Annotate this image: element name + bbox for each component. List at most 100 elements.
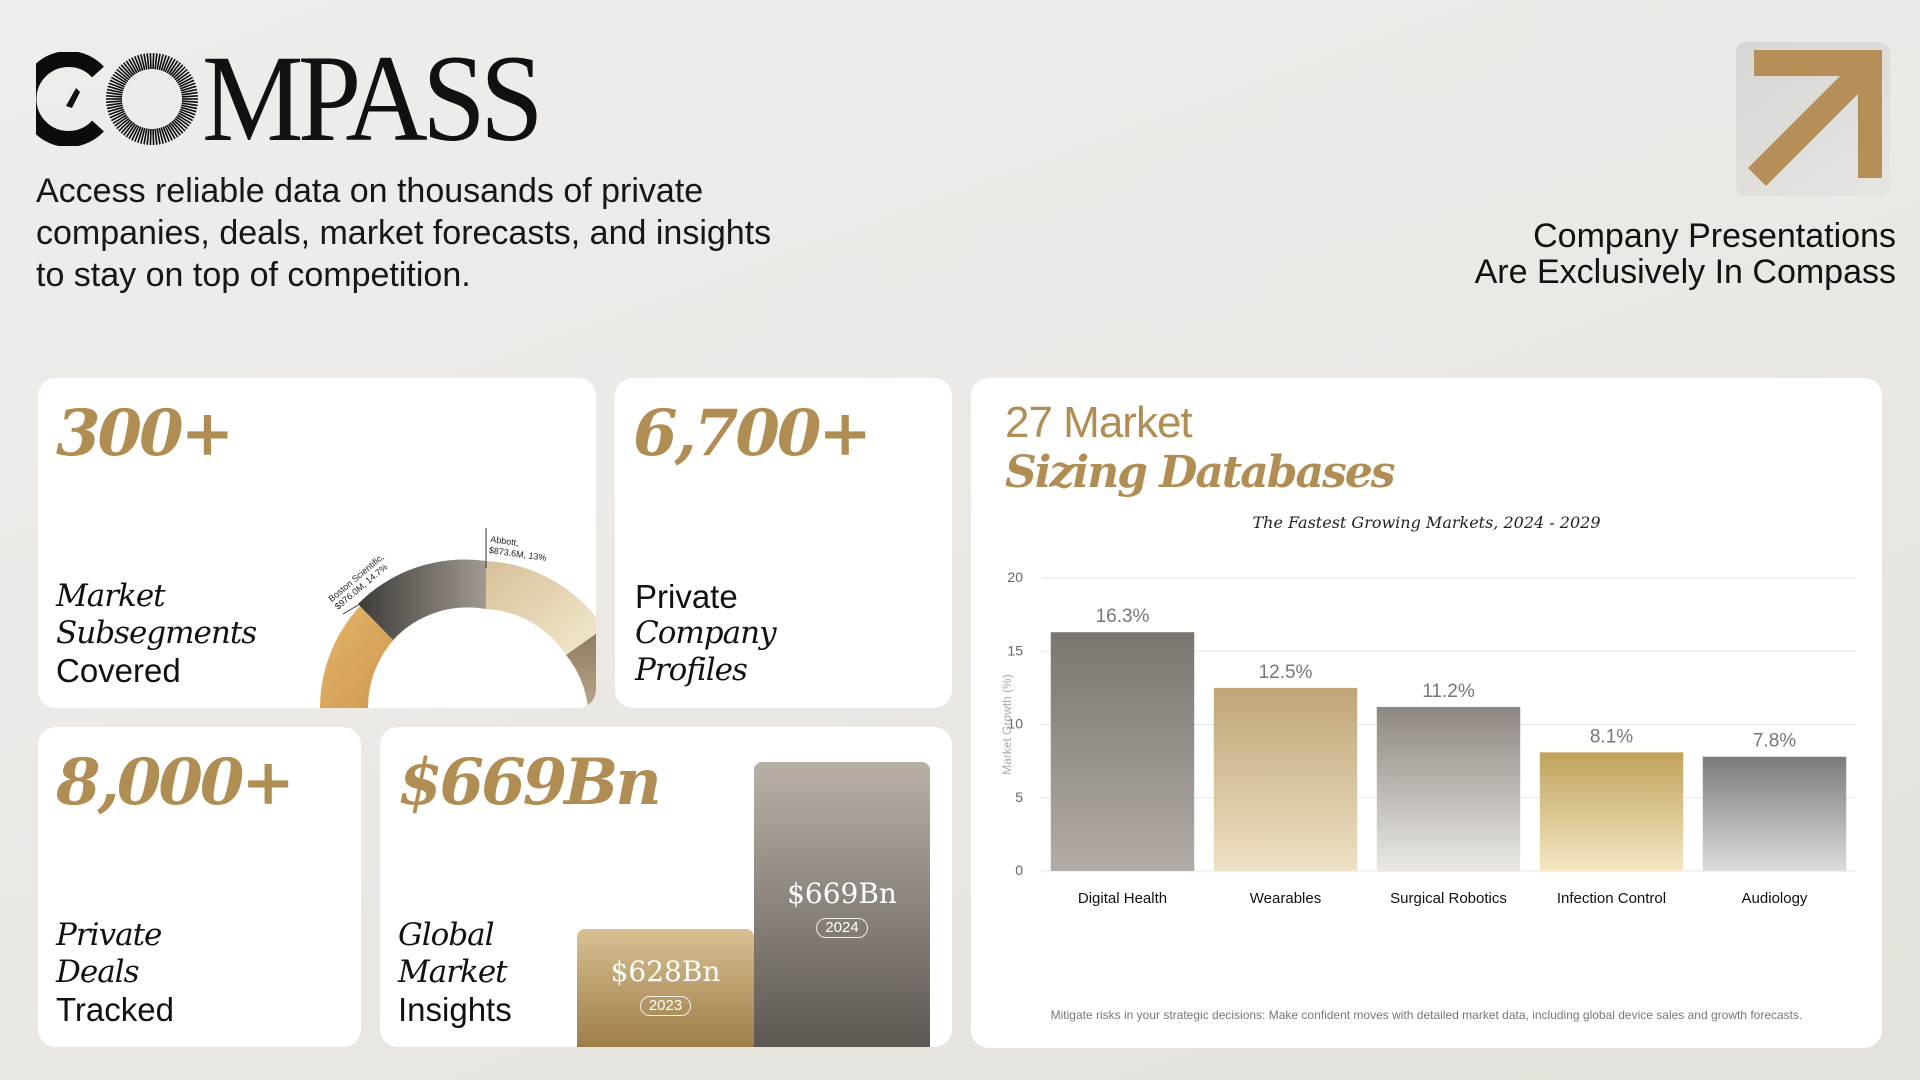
dial-tick: [181, 94, 198, 98]
bar-value-label: 16.3%: [1096, 606, 1150, 627]
dial-tick: [108, 108, 125, 116]
y-tick-label: 10: [1007, 716, 1023, 732]
bar-value-label: 8.1%: [1590, 726, 1633, 747]
bar-1: [1213, 687, 1358, 871]
profiles-label: Private Company Profiles: [635, 578, 777, 689]
dial-tick: [158, 54, 164, 71]
dial-tick: [143, 53, 148, 70]
y-tick-label: 5: [1015, 789, 1023, 805]
insights-bar-2024-value: $669Bn: [787, 877, 897, 910]
deals-label-line1: Private: [56, 917, 162, 953]
dial-tick: [152, 128, 155, 145]
dial-tick: [179, 82, 196, 90]
dial-tick: [120, 64, 133, 78]
insights-label-line3: Insights: [398, 991, 512, 1028]
bar-0: [1050, 632, 1195, 871]
insights-label-line2: Market: [398, 954, 508, 990]
dial-tick: [112, 114, 127, 125]
bar-value-label: 11.2%: [1422, 681, 1475, 702]
dial-tick: [112, 73, 127, 84]
y-tick-label: 15: [1007, 642, 1023, 658]
y-tick-label: 20: [1007, 569, 1023, 585]
insights-bar-2023: $628Bn 2023: [577, 929, 754, 1047]
dial-tick: [116, 117, 130, 130]
dial-tick: [118, 66, 131, 79]
dial-tick: [134, 56, 142, 72]
dial-tick: [123, 122, 135, 136]
dial-tick: [181, 100, 198, 104]
profiles-card: 6,700+ Private Company Profiles: [615, 378, 952, 708]
dial-tick: [131, 125, 140, 141]
profiles-value: 6,700+: [633, 396, 872, 471]
dial-tick: [179, 79, 195, 88]
subsegments-label: Market Subsegments Covered: [56, 578, 257, 689]
deals-label-line3: Tracked: [56, 991, 174, 1028]
dial-tick: [109, 79, 125, 88]
donut-segment-abbott: [486, 561, 596, 655]
y-axis-label: Market Growth (%): [1000, 674, 1014, 775]
dial-tick: [107, 106, 124, 113]
dial-tick: [156, 128, 161, 145]
deals-label: Private Deals Tracked: [56, 917, 174, 1028]
compass-dial-icon: [106, 53, 198, 145]
profiles-label-line1: Private: [635, 578, 738, 615]
dial-tick: [106, 100, 123, 104]
dial-tick: [149, 53, 152, 70]
bar-chart: 0 5 10 15 20 Market Growth (%) 16.3% Digital He…: [1000, 569, 1856, 907]
dial-tick: [180, 85, 197, 92]
subsegments-label-line3: Covered: [56, 652, 181, 689]
exclusive-note-line2: Are Exclusively In Compass: [1474, 253, 1896, 291]
market-heading-line1: 27 Market: [1005, 398, 1193, 447]
market-footnote: Mitigate risks in your strategic decisio…: [1050, 1008, 1803, 1022]
dial-tick: [146, 53, 150, 70]
dial-tick: [162, 56, 170, 72]
subsegments-value: 300+: [56, 396, 234, 471]
bar-3: [1539, 752, 1684, 871]
dial-tick: [169, 62, 181, 76]
insights-bar-2024-year: 2024: [816, 918, 868, 938]
market-card: 27 Market Sizing Databases The Fastest G…: [971, 378, 1882, 1048]
profiles-label-line2: Company: [635, 615, 777, 651]
dial-tick: [178, 76, 193, 86]
bar-2: [1376, 706, 1521, 871]
dial-tick: [181, 104, 198, 110]
market-heading: 27 Market Sizing Databases: [1005, 398, 1396, 498]
compass-logo[interactable]: MPASS: [36, 37, 567, 161]
insights-label-line1: Global: [398, 917, 495, 953]
dial-tick: [128, 58, 138, 74]
exclusive-note-line1: Company Presentations: [1533, 217, 1896, 255]
dial-tick: [106, 88, 123, 94]
dial-tick: [173, 66, 186, 79]
dial-tick: [111, 76, 126, 86]
dial-tick: [164, 125, 173, 141]
deals-label-line2: Deals: [56, 954, 140, 990]
market-heading-line2: Sizing Databases: [1005, 447, 1396, 498]
dial-tick: [111, 112, 126, 122]
insights-value: $669Bn: [398, 745, 662, 820]
compass-c-icon: [36, 52, 104, 146]
dial-tick: [158, 127, 164, 144]
logo-wordmark: MPASS: [202, 30, 544, 167]
dial-tick: [168, 123, 179, 138]
x-tick-label: Digital Health: [1078, 890, 1167, 907]
dial-tick: [114, 115, 129, 127]
exclusive-note: Company Presentations Are Exclusively In…: [1475, 218, 1896, 290]
bar-value-label: 12.5%: [1259, 662, 1313, 683]
insights-label: Global Market Insights: [398, 917, 512, 1028]
y-tick-label: 0: [1015, 862, 1023, 878]
dial-tick: [166, 58, 176, 74]
dial-tick: [178, 112, 193, 122]
dial-tick: [106, 102, 123, 107]
chart-title: The Fastest Growing Markets, 2024 - 2029: [1252, 513, 1601, 532]
x-tick-label: Infection Control: [1557, 890, 1666, 907]
dial-tick: [179, 108, 196, 116]
subsegments-label-line1: Market: [56, 578, 166, 614]
arrow-button[interactable]: [1736, 42, 1890, 196]
insights-bar-2023-year: 2023: [639, 996, 692, 1016]
dial-tick: [177, 73, 192, 84]
dial-tick: [120, 120, 133, 134]
x-tick-label: Audiology: [1742, 890, 1808, 907]
profiles-label-line3: Profiles: [635, 652, 748, 688]
dial-tick: [174, 117, 188, 130]
deals-card: 8,000+ Private Deals Tracked: [38, 727, 361, 1047]
